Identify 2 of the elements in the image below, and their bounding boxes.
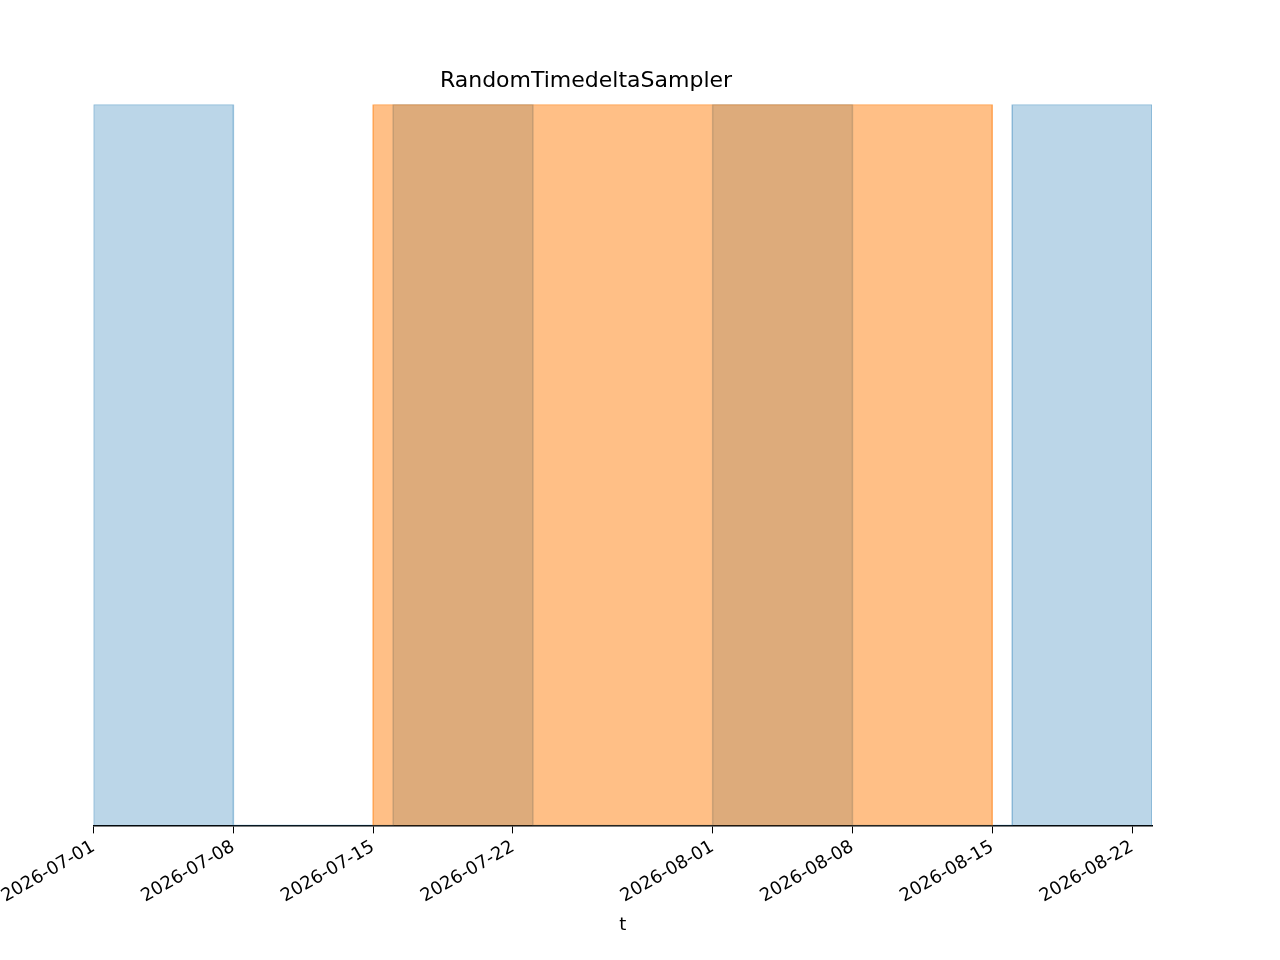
x-axis-title: t (619, 912, 627, 934)
chart-title: RandomTimedeltaSampler (439, 66, 734, 92)
